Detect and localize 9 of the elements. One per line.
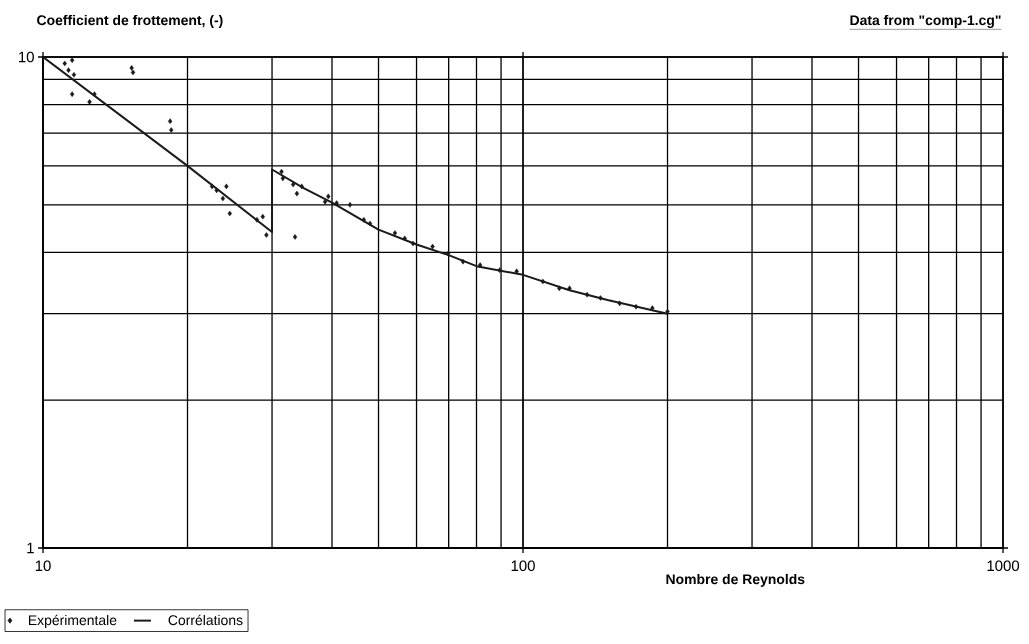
y-tick-label: 1 [27, 542, 34, 554]
x-tick-label: 10 [35, 560, 51, 572]
x-axis-title: Nombre de Reynolds [666, 573, 805, 587]
y-axis-title: Coefficient de frottement, (-) [37, 14, 223, 28]
x-tick-label: 100 [511, 560, 535, 572]
x-tick-label: 1000 [987, 560, 1020, 572]
text: Data from "comp-1.cg" [850, 14, 1001, 28]
legend-label: Corrélations [168, 614, 243, 626]
legend-label: Expérimentale [28, 614, 117, 628]
